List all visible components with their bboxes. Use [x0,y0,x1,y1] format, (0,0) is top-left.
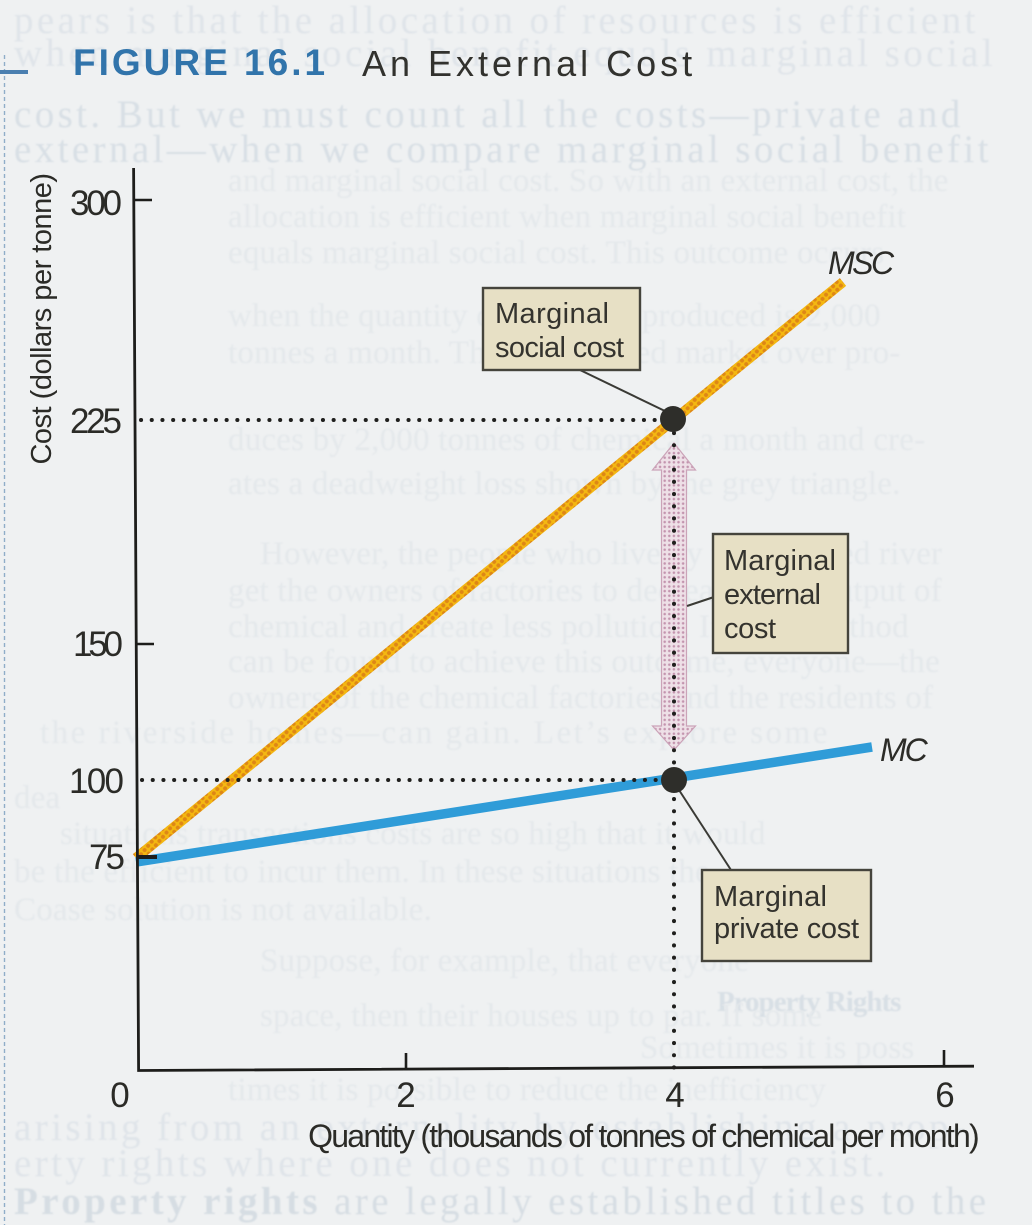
svg-text:Cost (dollars per tonne): Cost (dollars per tonne) [26,173,58,464]
svg-text:MSC: MSC [828,245,895,281]
svg-text:external: external [724,579,821,611]
svg-text:social cost: social cost [495,332,624,364]
svg-text:150: 150 [73,625,123,664]
svg-text:100: 100 [69,762,124,801]
svg-text:private cost: private cost [714,913,859,945]
svg-text:2: 2 [396,1076,415,1115]
svg-text:4: 4 [665,1076,684,1115]
svg-text:MC: MC [880,732,929,768]
svg-text:75: 75 [89,838,125,877]
svg-text:cost: cost [724,613,776,645]
svg-text:Marginal: Marginal [714,881,827,913]
svg-text:Quantity (thousands of tonnes: Quantity (thousands of tonnes of chemica… [308,1118,978,1154]
svg-text:Marginal: Marginal [724,545,836,577]
svg-text:300: 300 [70,184,122,223]
svg-text:0: 0 [110,1076,129,1115]
svg-text:Marginal: Marginal [495,298,609,330]
svg-text:6: 6 [935,1076,954,1115]
svg-text:225: 225 [70,402,122,441]
